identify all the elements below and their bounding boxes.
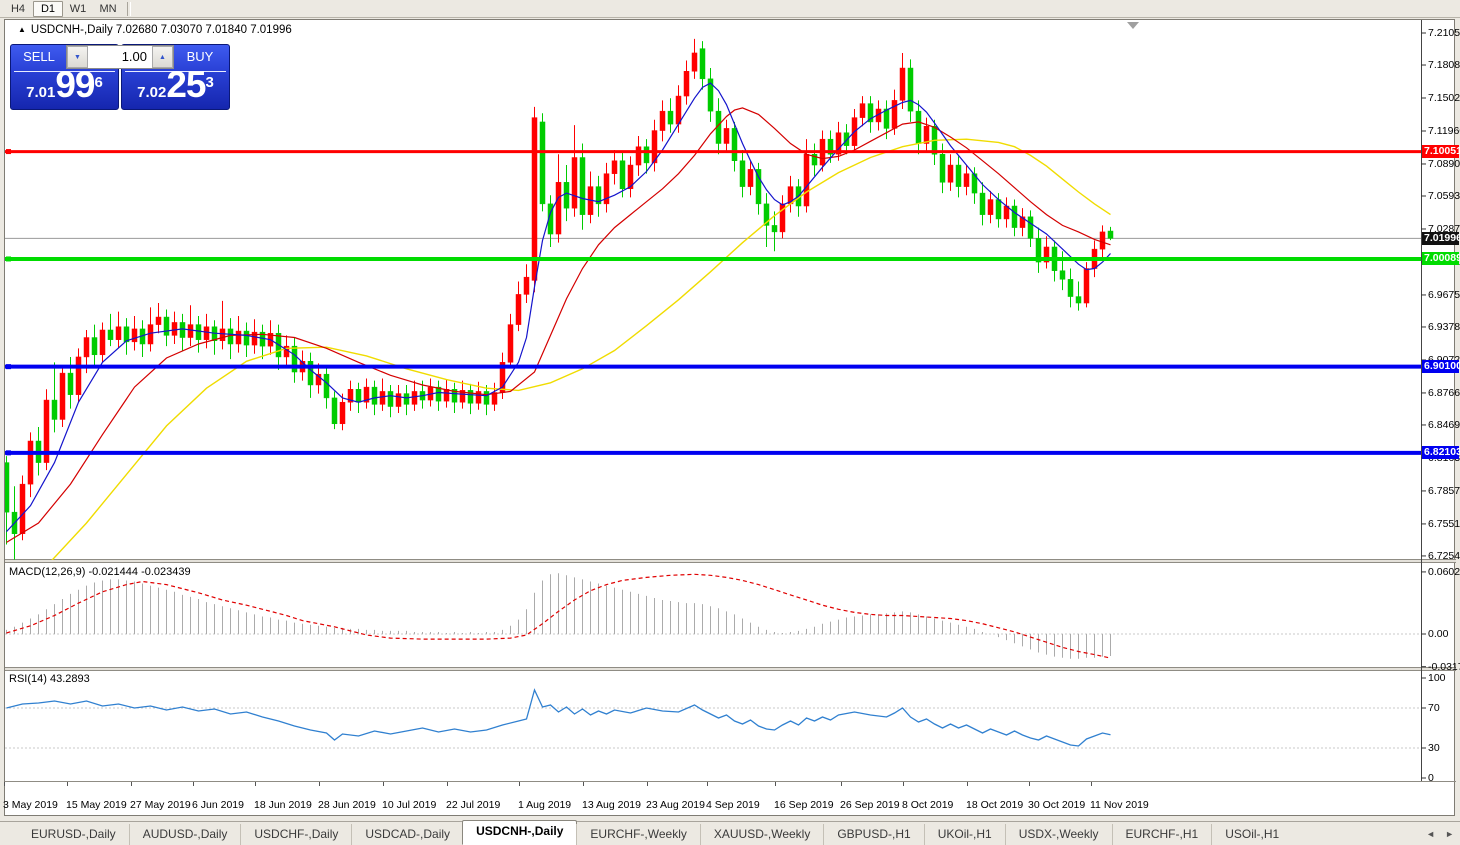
date-tick-label: 15 May 2019 [66,799,127,811]
date-tick-label: 26 Sep 2019 [840,799,900,811]
date-tick-label: 8 Oct 2019 [902,799,954,811]
date-tick-label: 3 May 2019 [3,799,58,811]
toolbar-separator [127,1,131,16]
sell-price-big: 99 [55,64,95,105]
date-tick-label: 22 Jul 2019 [446,799,501,811]
chart-tab-xauusd-weekly[interactable]: XAUUSD-,Weekly [699,824,823,845]
chart-tab-gbpusd-h1[interactable]: GBPUSD-,H1 [823,824,923,845]
timeframe-button-h4[interactable]: H4 [10,2,26,15]
volume-decrease-icon: ▼ [74,54,81,61]
chart-tab-audusd-daily[interactable]: AUDUSD-,Daily [128,824,241,845]
date-tick-label: 4 Sep 2019 [706,799,760,811]
rsi-tick-label: 30 [1428,742,1440,754]
macd-tick-label: -0.031725 [1428,660,1460,673]
price-tick-label: 7.08900 [1428,157,1460,170]
buy-underline [125,71,226,72]
price-tick-label: 6.75510 [1428,517,1460,530]
price-level-badge: 7.00089 [1422,252,1460,266]
chart-tab-eurchf-h1[interactable]: EURCHF-,H1 [1111,824,1212,845]
one-click-trading-panel: SELL 7.01996 BUY 7.02253 ▼ 1.00 ▲ [10,44,230,110]
price-tick-label: 6.87660 [1428,386,1460,399]
rsi-tick-label: 100 [1428,672,1446,684]
chart-tab-eurchf-weekly[interactable]: EURCHF-,Weekly [576,824,699,845]
chart-tab-usdcnh-daily[interactable]: USDCNH-,Daily [462,820,578,845]
volume-increase-button[interactable]: ▲ [152,46,173,68]
current-price-badge: 7.01996 [1422,231,1460,245]
timeframe-button-w1[interactable]: W1 [69,2,87,15]
sell-price: 7.01996 [11,64,118,106]
chart-window[interactable] [4,19,1455,816]
timeframe-toolbar: H4 D1 W1 MN [0,0,1460,18]
tabs-scroll-left-icon[interactable]: ◄ [1426,828,1436,839]
date-tick-label: 6 Jun 2019 [192,799,244,811]
sell-label: SELL [23,49,55,64]
sell-price-pip: 6 [94,73,103,91]
macd-tick-label: 0.060273 [1428,565,1460,578]
symbol-collapse-icon[interactable]: ▲ [18,25,26,34]
volume-stepper: ▼ 1.00 ▲ [66,45,174,69]
date-tick-label: 13 Aug 2019 [582,799,641,811]
sell-underline [14,71,115,72]
price-tick-label: 7.21050 [1428,27,1460,39]
price-tick-label: 6.84690 [1428,418,1460,431]
buy-price-prefix: 7.02 [137,84,167,101]
timeframe-button-d1[interactable]: D1 [33,0,63,17]
chart-tab-usdchf-daily[interactable]: USDCHF-,Daily [240,824,351,845]
volume-decrease-button[interactable]: ▼ [67,46,88,68]
sell-price-prefix: 7.01 [26,84,56,101]
chart-tab-eurusd-daily[interactable]: EURUSD-,Daily [31,827,116,841]
price-tick-label: 6.78570 [1428,484,1460,497]
chart-tab-usoil-h1[interactable]: USOil-,H1 [1211,824,1292,845]
date-tick-label: 16 Sep 2019 [774,799,834,811]
chart-tab-ukoil-h1[interactable]: UKOil-,H1 [923,824,1005,845]
date-tick-label: 18 Jun 2019 [254,799,312,811]
symbol-header: ▲ USDCNH-,Daily 7.02680 7.03070 7.01840 7… [18,24,292,36]
date-tick-label: 30 Oct 2019 [1028,799,1086,811]
date-tick-label: 1 Aug 2019 [518,799,572,811]
date-tick-label: 27 May 2019 [130,799,191,811]
buy-label: BUY [186,49,214,64]
volume-increase-icon: ▲ [159,54,166,61]
price-tick-label: 7.05930 [1428,189,1460,202]
chart-tab-bar: EURUSD-,Daily AUDUSD-,Daily USDCHF-,Daily U… [0,820,1460,845]
date-tick-label: 10 Jul 2019 [382,799,437,811]
rsi-tick-label: 70 [1428,702,1440,714]
rsi-tick-label: 0 [1428,772,1434,784]
tabs-scroll-right-icon[interactable]: ► [1445,828,1454,839]
chart-tab-usdcad-daily[interactable]: USDCAD-,Daily [351,824,463,845]
buy-price: 7.02253 [122,64,229,106]
volume-input[interactable]: 1.00 [88,46,152,68]
rsi-label: RSI(14) 43.2893 [9,673,90,685]
date-tick-label: 23 Aug 2019 [646,799,705,811]
price-tick-label: 6.93780 [1428,320,1460,333]
timeframe-button-mn[interactable]: MN [99,2,117,15]
buy-price-big: 25 [166,64,206,105]
price-level-badge: 6.90100 [1422,360,1460,374]
price-tick-label: 7.15020 [1428,92,1460,104]
price-tick-label: 7.18080 [1428,59,1460,72]
date-tick-label: 28 Jun 2019 [318,799,376,811]
price-tick-label: 7.11960 [1428,124,1460,137]
buy-price-pip: 3 [205,73,214,91]
chart-tab-usdx-weekly[interactable]: USDX-,Weekly [1004,824,1112,845]
price-level-badge: 7.10051 [1422,145,1460,159]
price-tick-label: 6.96750 [1428,288,1460,301]
price-level-badge: 6.82103 [1422,446,1460,460]
date-tick-label: 18 Oct 2019 [966,799,1024,811]
macd-tick-label: 0.00 [1428,628,1449,640]
date-tick-label: 11 Nov 2019 [1090,799,1149,811]
macd-label: MACD(12,26,9) -0.021444 -0.023439 [9,566,191,578]
symbol-ohlc-text: USDCNH-,Daily 7.02680 7.03070 7.01840 7.… [30,24,292,36]
